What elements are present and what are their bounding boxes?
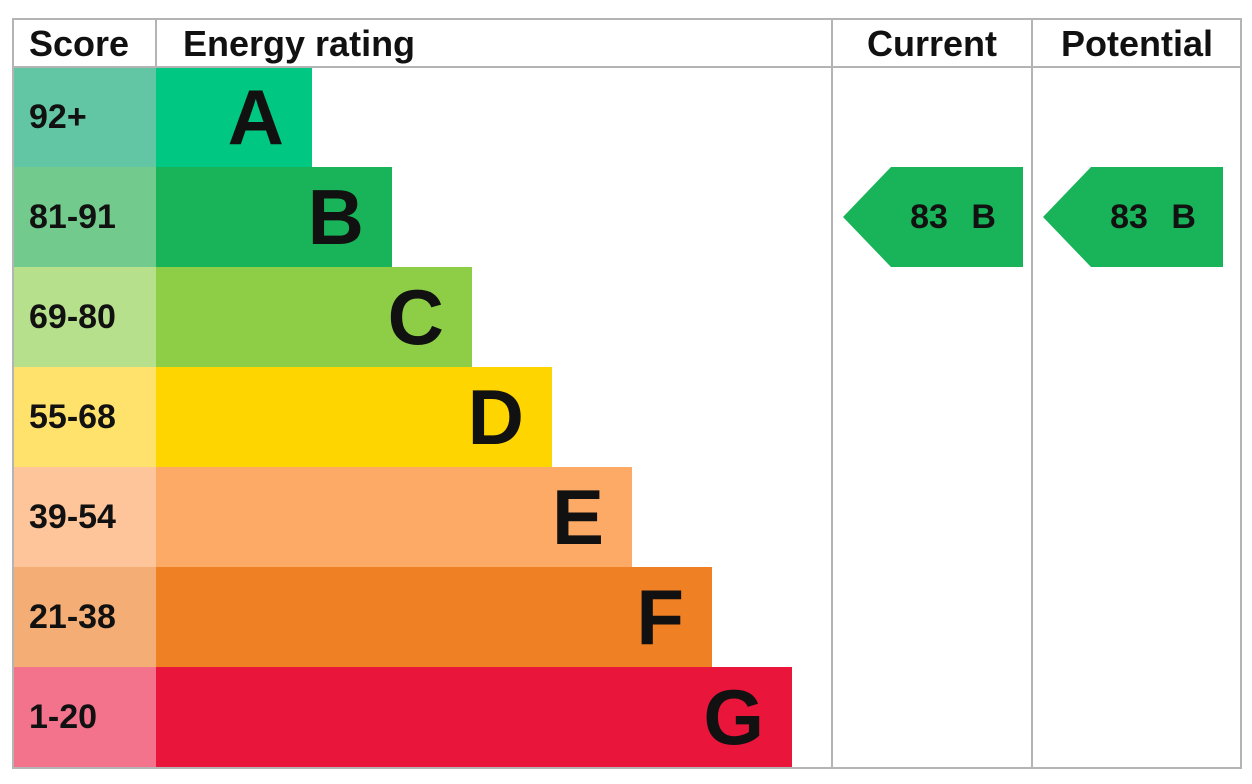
potential-divider xyxy=(1031,18,1033,769)
score-range-d: 55-68 xyxy=(13,367,156,467)
border-top xyxy=(12,18,1242,20)
score-range-a: 92+ xyxy=(13,67,156,167)
band-bar-e: E xyxy=(156,467,632,567)
band-bar-b: B xyxy=(156,167,392,267)
potential-rating-arrow: 83 B xyxy=(1043,167,1223,267)
border-bottom xyxy=(12,767,1242,769)
arrow-shape xyxy=(843,167,1023,267)
current-divider xyxy=(831,18,833,769)
score-range-g: 1-20 xyxy=(13,667,156,767)
band-bar-d: D xyxy=(156,367,552,467)
header-divider xyxy=(12,66,1242,68)
band-bar-f: F xyxy=(156,567,712,667)
score-range-f: 21-38 xyxy=(13,567,156,667)
band-bar-a: A xyxy=(156,67,312,167)
arrow-shape xyxy=(1043,167,1223,267)
header-energy-rating: Energy rating xyxy=(183,23,416,64)
current-rating-label: 83 B xyxy=(910,198,996,236)
score-range-b: 81-91 xyxy=(13,167,156,267)
header-score: Score xyxy=(29,23,130,64)
border-right xyxy=(1240,18,1242,769)
score-divider xyxy=(155,18,157,67)
potential-rating-label: 83 B xyxy=(1110,198,1196,236)
border-left xyxy=(12,18,14,769)
score-range-c: 69-80 xyxy=(13,267,156,367)
band-bar-c: C xyxy=(156,267,472,367)
current-rating-arrow: 83 B xyxy=(843,167,1023,267)
header-current: Current xyxy=(866,23,997,64)
band-bar-g: G xyxy=(156,667,792,767)
header-potential: Potential xyxy=(1060,23,1213,64)
score-range-e: 39-54 xyxy=(13,467,156,567)
